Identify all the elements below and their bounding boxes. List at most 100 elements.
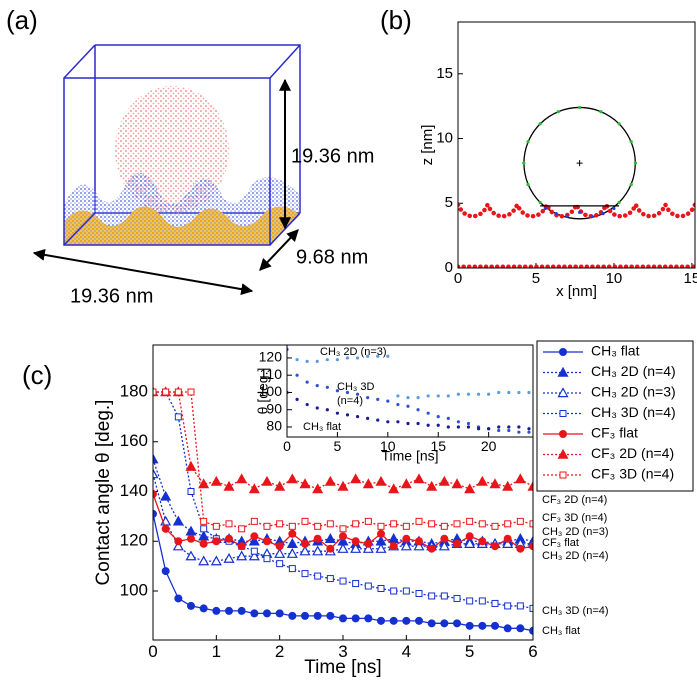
width-label: 19.36 nm bbox=[70, 285, 153, 307]
marker bbox=[187, 488, 195, 496]
marker bbox=[237, 606, 246, 615]
marker bbox=[487, 427, 491, 431]
marker bbox=[345, 356, 350, 360]
panel-label: (a) bbox=[6, 5, 38, 35]
marker bbox=[288, 611, 297, 620]
marker bbox=[263, 609, 271, 618]
marker bbox=[438, 540, 450, 551]
marker bbox=[466, 392, 471, 396]
marker bbox=[390, 520, 398, 528]
marker bbox=[478, 621, 487, 630]
marker bbox=[187, 534, 195, 543]
marker bbox=[335, 411, 340, 415]
marker bbox=[324, 533, 336, 543]
marker bbox=[375, 542, 387, 553]
marker bbox=[436, 423, 440, 427]
marker bbox=[274, 547, 286, 558]
marker bbox=[364, 582, 372, 590]
y-tick-label: 160 bbox=[120, 431, 148, 450]
marker bbox=[162, 388, 170, 396]
marker bbox=[497, 390, 501, 395]
marker bbox=[516, 517, 524, 525]
marker bbox=[396, 394, 400, 398]
plot-frame bbox=[457, 21, 696, 269]
marker bbox=[315, 406, 319, 410]
marker bbox=[314, 572, 322, 580]
y-tick-label: 140 bbox=[120, 481, 148, 500]
marker bbox=[326, 544, 335, 553]
marker bbox=[389, 542, 398, 551]
marker bbox=[299, 478, 311, 489]
marker bbox=[517, 430, 521, 434]
legend-label: CF₃ 3D (n=4) bbox=[591, 466, 674, 482]
marker bbox=[426, 411, 430, 415]
marker bbox=[198, 555, 210, 566]
annotation: (n=4) bbox=[337, 395, 363, 407]
x-tick-label: 2 bbox=[275, 642, 284, 661]
marker bbox=[491, 621, 499, 630]
marker bbox=[313, 534, 322, 543]
y-tick-label: 120 bbox=[120, 531, 148, 550]
marker bbox=[427, 619, 436, 628]
marker bbox=[476, 427, 481, 431]
marker bbox=[436, 394, 440, 398]
marker bbox=[366, 416, 370, 420]
marker bbox=[504, 520, 512, 528]
marker bbox=[527, 480, 533, 491]
marker bbox=[466, 425, 471, 429]
marker bbox=[389, 616, 398, 625]
legend-label: CH₃ 3D (n=4) bbox=[591, 404, 676, 420]
marker bbox=[248, 483, 260, 494]
marker bbox=[210, 555, 222, 566]
marker bbox=[250, 532, 259, 541]
x-tick-label: 10 bbox=[380, 438, 396, 454]
marker bbox=[633, 161, 638, 165]
marker bbox=[364, 539, 373, 548]
marker bbox=[396, 420, 400, 424]
marker bbox=[288, 522, 296, 530]
marker bbox=[185, 460, 197, 471]
marker bbox=[286, 473, 298, 484]
marker bbox=[339, 525, 347, 533]
marker bbox=[456, 392, 460, 396]
marker bbox=[275, 609, 284, 618]
panel-label: (c) bbox=[22, 360, 52, 390]
marker bbox=[476, 475, 488, 486]
marker bbox=[324, 475, 336, 486]
marker bbox=[599, 110, 603, 114]
marker bbox=[335, 389, 340, 393]
marker bbox=[339, 532, 347, 541]
y-axis-label: z [nm] bbox=[419, 125, 436, 166]
marker bbox=[326, 575, 334, 583]
x-tick-label: 5 bbox=[334, 438, 342, 454]
marker bbox=[446, 416, 450, 420]
marker bbox=[406, 396, 410, 400]
marker bbox=[487, 392, 491, 396]
legend: CH₃ flat CH₃ 2D (n=4) CH₃ 2D (n=3) CH₃ 3D (… bbox=[536, 340, 694, 492]
marker bbox=[402, 616, 411, 625]
marker bbox=[400, 478, 412, 489]
marker bbox=[305, 380, 309, 384]
marker bbox=[557, 448, 569, 459]
marker bbox=[187, 388, 195, 396]
marker bbox=[276, 520, 284, 528]
marker bbox=[456, 420, 460, 424]
marker bbox=[538, 122, 542, 126]
marker bbox=[503, 534, 512, 543]
plot-frame bbox=[286, 344, 534, 438]
marker bbox=[286, 547, 298, 558]
marker bbox=[225, 520, 233, 528]
marker bbox=[612, 206, 616, 211]
data-area bbox=[458, 105, 695, 268]
y-tick-label: 120 bbox=[259, 349, 283, 365]
marker bbox=[153, 489, 157, 498]
marker bbox=[375, 475, 387, 486]
marker bbox=[339, 577, 347, 585]
marker bbox=[250, 517, 258, 525]
marker bbox=[446, 394, 450, 398]
marker bbox=[212, 606, 221, 615]
marker bbox=[187, 601, 195, 610]
marker bbox=[185, 550, 197, 561]
marker bbox=[402, 534, 411, 543]
